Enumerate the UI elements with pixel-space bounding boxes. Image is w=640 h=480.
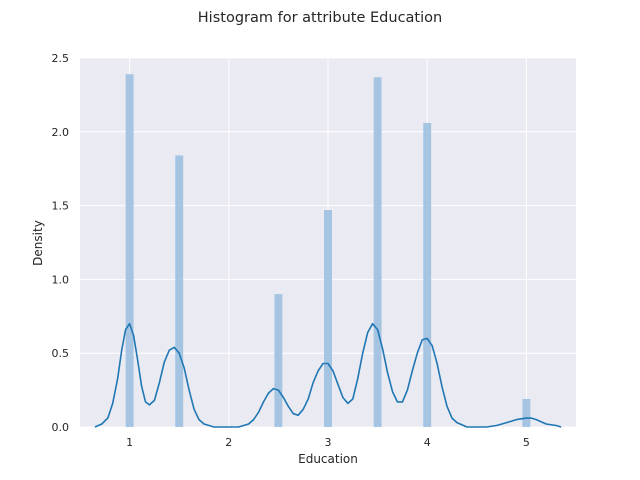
histogram-bar <box>125 74 134 428</box>
y-tick-label: 0.0 <box>52 421 70 434</box>
kde-line <box>94 322 562 428</box>
y-tick-label: 2.0 <box>52 126 70 139</box>
x-tick-label: 1 <box>126 436 133 449</box>
y-tick-label: 2.5 <box>52 52 70 65</box>
histogram-bar <box>522 398 531 427</box>
histogram-bars <box>125 74 531 428</box>
y-tick-label: 0.5 <box>52 347 70 360</box>
y-axis-label: Density <box>31 220 45 266</box>
histogram-bar <box>373 77 382 428</box>
x-tick-label: 5 <box>523 436 530 449</box>
histogram-bar <box>175 155 184 427</box>
y-tick-label: 1.5 <box>52 200 70 213</box>
y-tick-label: 1.0 <box>52 273 70 286</box>
kde-curve <box>94 322 562 428</box>
x-tick-label: 2 <box>225 436 232 449</box>
chart-title: Histogram for attribute Education <box>198 10 442 26</box>
histogram-bar <box>274 294 283 427</box>
x-tick-label: 4 <box>424 436 431 449</box>
histogram-bar <box>423 122 432 427</box>
histogram-bar <box>324 210 332 427</box>
y-axis-ticks: 0.0 0.5 1.0 1.5 2.0 2.5 <box>52 52 70 434</box>
x-axis-ticks: 1 2 3 4 5 <box>126 436 530 449</box>
x-axis-label: Education <box>298 452 358 466</box>
x-tick-label: 3 <box>325 436 332 449</box>
